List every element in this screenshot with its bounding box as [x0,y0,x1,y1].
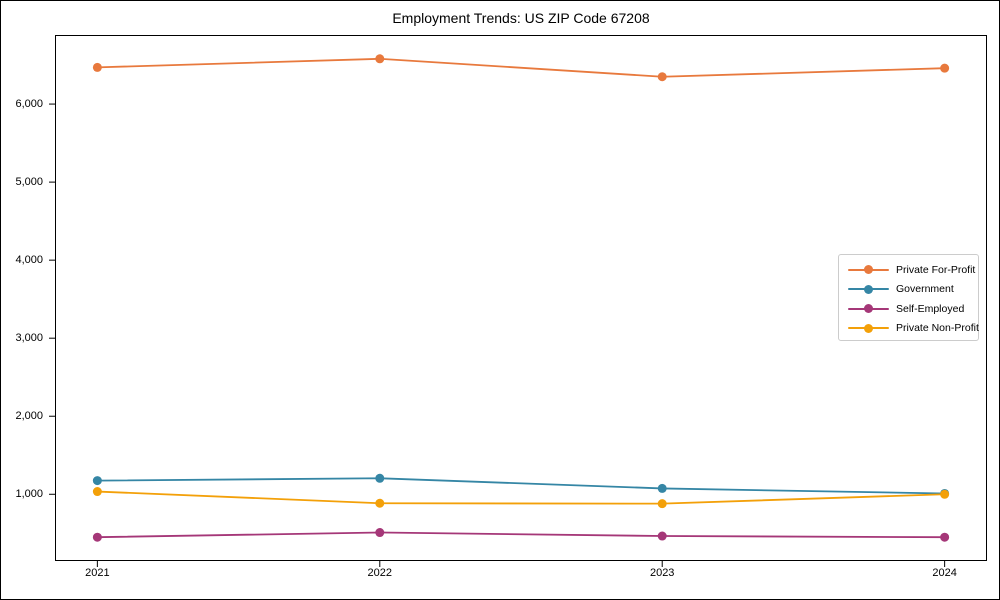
legend-item: Government [848,280,972,300]
chart-title: Employment Trends: US ZIP Code 67208 [392,10,650,26]
y-tick-label: 6,000 [15,98,43,111]
legend-label: Private Non-Profit [896,322,979,335]
legend-label: Government [896,283,954,296]
legend-line-marker-icon [848,284,889,294]
legend-label: Private For-Profit [896,263,976,276]
legend-line-marker-icon [848,323,889,333]
y-tick-label: 1,000 [15,488,43,501]
legend-item: Private Non-Profit [848,319,979,339]
x-tick-label: 2022 [367,567,393,579]
y-tick-label: 2,000 [15,410,43,423]
legend-item: Private For-Profit [848,260,976,280]
x-tick-label: 2021 [85,567,110,579]
legend-line-marker-icon [848,265,889,275]
y-tick-label: 5,000 [15,176,43,189]
x-tick-label: 2023 [649,567,675,579]
x-tick-label: 2024 [932,567,957,579]
legend: Private For-Profit Government Self-Emplo… [838,254,979,341]
legend-label: Self-Employed [896,302,965,315]
legend-line-marker-icon [848,304,889,314]
y-tick-label: 4,000 [15,254,43,267]
y-tick-label: 3,000 [15,332,43,345]
legend-item: Self-Employed [848,299,972,319]
